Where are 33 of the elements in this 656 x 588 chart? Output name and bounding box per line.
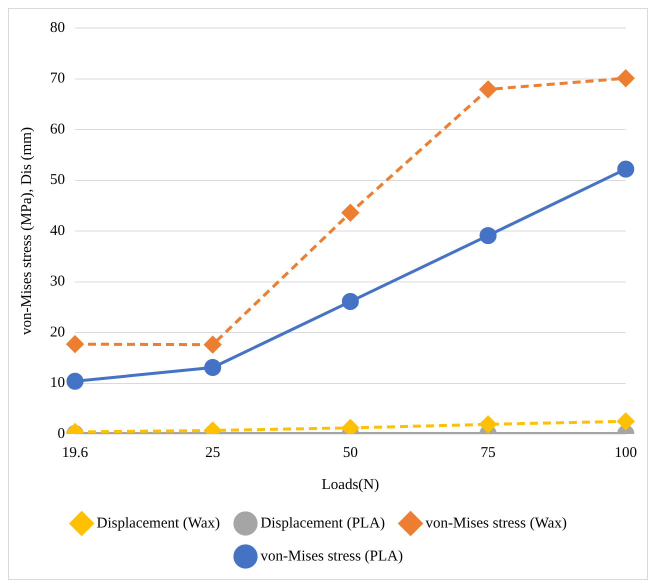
- point: [480, 80, 497, 98]
- point: [204, 336, 222, 354]
- x-axis-title: Loads(N): [322, 476, 380, 493]
- y-tick-label: 20: [50, 324, 65, 340]
- point: [480, 416, 497, 433]
- y-tick-label: 10: [50, 375, 65, 392]
- x-tick-label: 100: [614, 444, 637, 461]
- legend-label: Displacement (PLA): [260, 515, 386, 532]
- point: [617, 70, 634, 87]
- x-tick-label: 50: [342, 444, 358, 461]
- point: [66, 336, 84, 353]
- y-tick-label: 70: [50, 70, 65, 87]
- point: [617, 412, 634, 430]
- y-tick-label: 0: [58, 426, 65, 442]
- y-axis-title: von-Mises stress (MPa), Dis (mm): [18, 127, 35, 335]
- y-tick-label: 30: [50, 274, 65, 290]
- point: [617, 160, 634, 178]
- x-tick-label: 19.6: [62, 444, 89, 461]
- point: [480, 227, 497, 244]
- legend-label: von-Mises stress (PLA): [260, 548, 404, 564]
- y-tick-label: 40: [50, 222, 65, 239]
- y-tick-label: 50: [50, 172, 65, 188]
- point: [342, 293, 359, 310]
- point: [342, 419, 359, 434]
- point: [66, 372, 84, 390]
- x-tick-label: 25: [205, 444, 220, 461]
- y-tick-label: 60: [50, 121, 65, 138]
- x-tick-label: 75: [480, 444, 496, 461]
- point: [204, 359, 222, 376]
- legend-label: von-Mises stress (Wax): [426, 515, 567, 532]
- y-tick-label: 80: [50, 20, 65, 36]
- point: [342, 204, 359, 222]
- legend-label: Displacement (Wax): [96, 515, 220, 532]
